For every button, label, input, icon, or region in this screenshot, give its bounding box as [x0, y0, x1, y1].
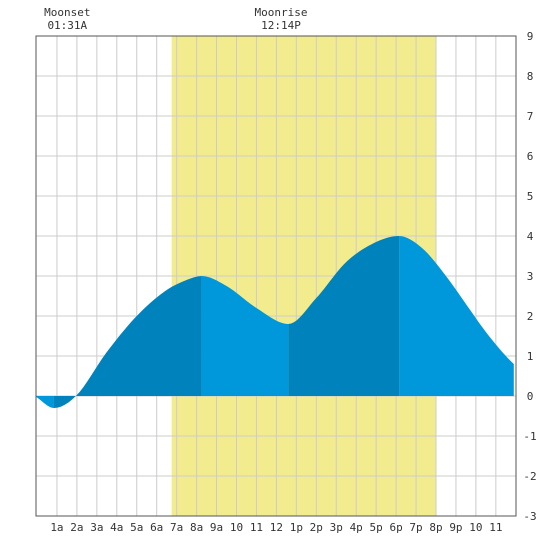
- y-tick-label: -1: [523, 430, 536, 443]
- y-tick-label: 9: [527, 30, 534, 43]
- x-tick-label: 4a: [110, 521, 123, 534]
- x-tick-label: 10: [469, 521, 482, 534]
- x-tick-label: 3p: [330, 521, 343, 534]
- y-tick-label: 2: [527, 310, 534, 323]
- x-tick-label: 4p: [350, 521, 363, 534]
- tide-area-segment: [53, 276, 202, 408]
- y-tick-label: 5: [527, 190, 534, 203]
- x-tick-label: 5p: [370, 521, 383, 534]
- y-tick-label: 8: [527, 70, 534, 83]
- y-tick-label: -3: [523, 510, 536, 523]
- x-tick-label: 2p: [310, 521, 323, 534]
- x-tick-label: 8a: [190, 521, 203, 534]
- x-tick-label: 9a: [210, 521, 223, 534]
- y-tick-label: 4: [527, 230, 534, 243]
- x-tick-label: 1a: [50, 521, 63, 534]
- moon-event-label: Moonset: [44, 6, 90, 19]
- tide-area-segment: [36, 396, 54, 408]
- x-tick-label: 6p: [389, 521, 402, 534]
- x-tick-label: 9p: [449, 521, 462, 534]
- y-tick-label: 1: [527, 350, 534, 363]
- tide-area-segment: [201, 276, 289, 396]
- x-tick-label: 6a: [150, 521, 163, 534]
- x-tick-label: 2a: [70, 521, 83, 534]
- x-tick-label: 7p: [409, 521, 422, 534]
- x-tick-label: 1p: [290, 521, 303, 534]
- y-tick-label: -2: [523, 470, 536, 483]
- x-tick-label: 11: [489, 521, 502, 534]
- moon-event-time: 12:14P: [261, 19, 301, 32]
- y-tick-label: 3: [527, 270, 534, 283]
- plot-border: [35, 35, 517, 517]
- x-tick-label: 10: [230, 521, 243, 534]
- x-tick-label: 8p: [429, 521, 442, 534]
- tide-area-segment: [399, 236, 514, 396]
- moon-event-label: Moonrise: [254, 6, 307, 19]
- x-tick-label: 7a: [170, 521, 183, 534]
- x-tick-label: 5a: [130, 521, 143, 534]
- moon-event-time: 01:31A: [47, 19, 87, 32]
- x-tick-label: 11: [250, 521, 263, 534]
- y-tick-label: 6: [527, 150, 534, 163]
- x-tick-label: 3a: [90, 521, 103, 534]
- y-tick-label: 0: [527, 390, 534, 403]
- tide-area-segment: [288, 236, 400, 396]
- x-tick-label: 12: [270, 521, 283, 534]
- y-tick-label: 7: [527, 110, 534, 123]
